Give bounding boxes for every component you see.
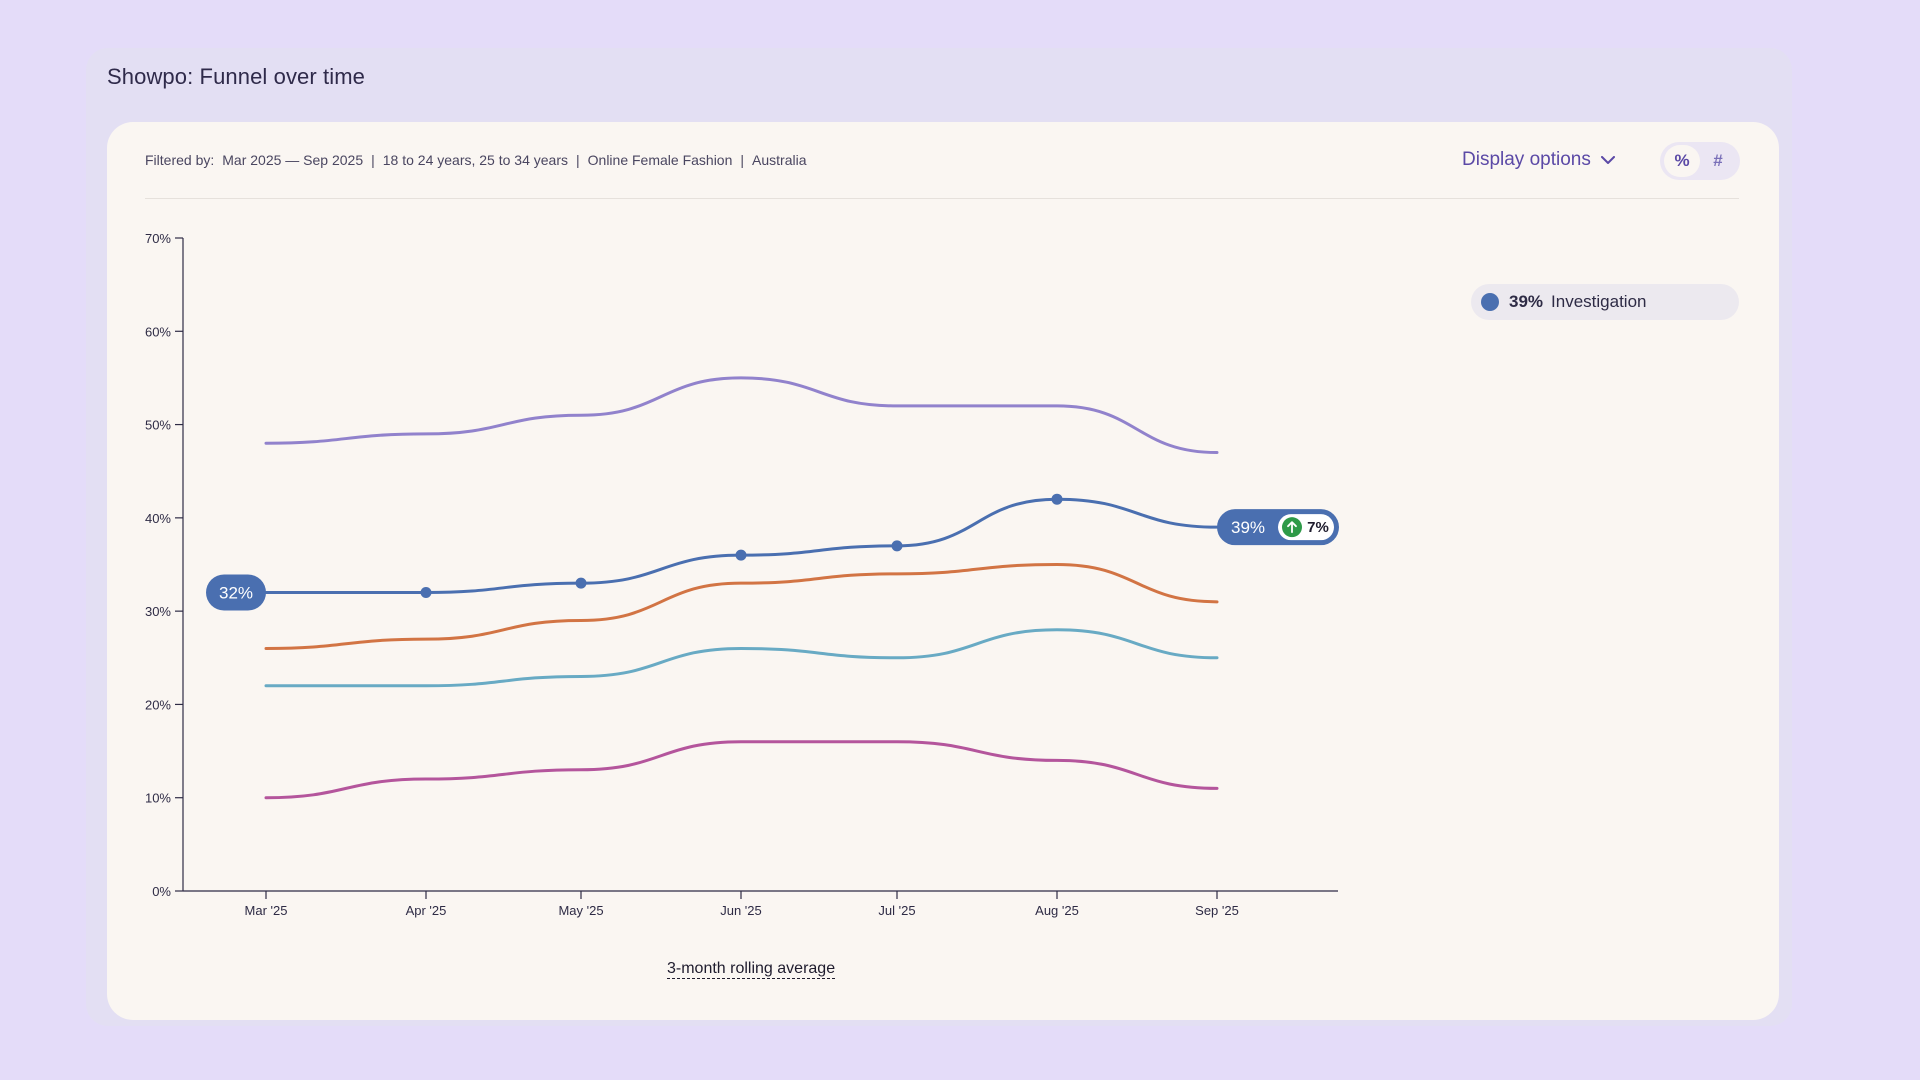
- x-tick-label: Jul '25: [878, 903, 915, 918]
- unit-toggle: % #: [1660, 142, 1740, 180]
- page-title: Showpo: Funnel over time: [107, 64, 365, 89]
- filter-separator: |: [740, 152, 745, 168]
- x-tick-label: Sep '25: [1195, 903, 1239, 918]
- y-tick-label: 40%: [145, 511, 171, 526]
- x-tick-label: Jun '25: [720, 903, 762, 918]
- y-tick-label: 70%: [145, 231, 171, 246]
- data-point-investigation: [420, 586, 432, 598]
- filter-prefix: Filtered by:: [145, 152, 215, 168]
- y-tick-label: 50%: [145, 418, 171, 433]
- start-value-label: 32%: [219, 583, 253, 602]
- filter-separator: |: [371, 152, 375, 168]
- y-tick-label: 20%: [145, 697, 171, 712]
- rolling-average-link[interactable]: 3-month rolling average: [667, 960, 836, 979]
- filter-period: Mar 2025 — Sep 2025: [222, 152, 364, 168]
- series-line-purple: [264, 376, 1219, 455]
- chevron-down-icon: [1600, 155, 1615, 164]
- y-tick-label: 30%: [145, 604, 171, 619]
- x-tick-label: May '25: [558, 903, 603, 918]
- filter-bar: Filtered by: Mar 2025 — Sep 2025 | 18 to…: [145, 152, 807, 168]
- y-tick-label: 10%: [145, 791, 171, 806]
- count-toggle-option[interactable]: #: [1713, 151, 1723, 170]
- chart-card: Filtered by: Mar 2025 — Sep 2025 | 18 to…: [107, 122, 1779, 1020]
- y-tick-label: 0%: [152, 884, 171, 899]
- y-tick-label: 60%: [145, 324, 171, 339]
- x-tick-label: Mar '25: [245, 903, 288, 918]
- x-tick-label: Apr '25: [406, 903, 447, 918]
- filter-category: Online Female Fashion: [587, 152, 733, 168]
- start-value-badge: [206, 574, 266, 611]
- filter-ages: 18 to 24 years, 25 to 34 years: [382, 152, 568, 168]
- series-line-investigation: [264, 497, 1219, 594]
- data-point-investigation: [1051, 493, 1063, 505]
- series-line-orange: [264, 562, 1219, 650]
- up-arrow-glyph: [1287, 521, 1297, 534]
- end-value-label: 39%: [1231, 518, 1265, 537]
- filter-separator: |: [576, 152, 580, 168]
- data-point-investigation: [735, 549, 747, 561]
- legend-value: 39%: [1509, 292, 1544, 311]
- legend-swatch: [1481, 293, 1499, 311]
- data-point-investigation: [575, 577, 587, 589]
- series-line-teal: [264, 628, 1219, 688]
- display-options-label: Display options: [1462, 149, 1591, 170]
- x-tick-label: Aug '25: [1035, 903, 1079, 918]
- legend-label: Investigation: [1551, 292, 1647, 311]
- change-value-label: 7%: [1307, 519, 1329, 536]
- series-line-magenta: [264, 740, 1219, 800]
- percent-toggle-option[interactable]: %: [1664, 145, 1700, 177]
- legend-item-investigation[interactable]: 39% Investigation: [1471, 284, 1739, 320]
- filter-region: Australia: [752, 152, 807, 168]
- header-divider: [145, 198, 1739, 199]
- data-point-investigation: [891, 540, 903, 552]
- display-options-button[interactable]: Display options: [1462, 149, 1615, 171]
